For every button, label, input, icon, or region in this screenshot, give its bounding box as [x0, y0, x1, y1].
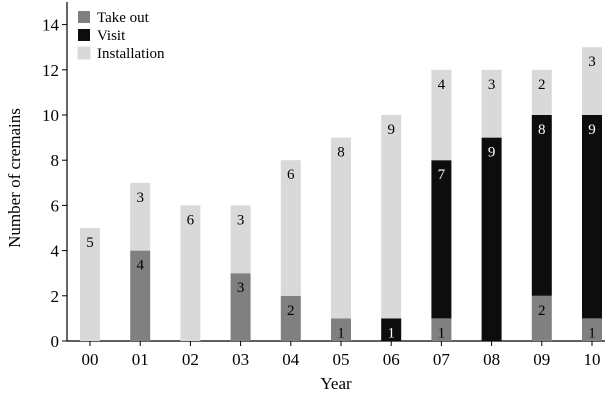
data-label: 3 [588, 54, 596, 70]
data-label: 5 [86, 235, 94, 251]
bar-segment-take-out [531, 295, 552, 341]
legend-label: Installation [97, 46, 165, 62]
bar-segment-installation [582, 47, 602, 116]
x-tick-label: 07 [433, 350, 451, 369]
legend-swatch [77, 46, 91, 60]
legend-label: Take out [97, 10, 150, 26]
bar-segment-take-out [431, 318, 452, 341]
x-tick-label: 05 [333, 350, 350, 369]
bar-segment-installation [80, 228, 100, 341]
data-label: 3 [237, 280, 245, 296]
data-label: 1 [337, 325, 345, 341]
bar-segment-installation [381, 115, 402, 319]
bar-segment-visit [431, 160, 452, 319]
data-label: 9 [488, 145, 496, 161]
bar-segment-installation [431, 69, 452, 161]
legend-swatch [78, 11, 90, 23]
bar-segment-visit [481, 137, 502, 341]
bar-segment-installation [531, 69, 552, 115]
y-tick-label: 8 [51, 151, 60, 170]
bar-segment-installation [230, 205, 251, 274]
x-tick-label: 10 [584, 350, 601, 369]
data-label: 1 [438, 325, 446, 341]
bar-segment-visit [531, 115, 552, 296]
data-label: 4 [438, 77, 446, 93]
data-label: 9 [588, 122, 596, 138]
x-tick-label: 08 [483, 350, 500, 369]
bar-segment-visit [381, 318, 402, 341]
bar-segment-take-out [331, 318, 351, 341]
x-tick-label: 09 [533, 350, 550, 369]
y-tick-label: 4 [51, 242, 60, 261]
y-tick-label: 6 [51, 196, 60, 215]
data-label: 3 [488, 77, 496, 93]
bar-segment-installation [280, 160, 301, 296]
y-tick-label: 12 [42, 61, 59, 80]
data-label: 8 [337, 145, 345, 161]
data-label: 3 [136, 190, 144, 206]
data-label: 1 [387, 325, 395, 341]
data-label: 6 [287, 167, 295, 183]
y-tick-label: 0 [51, 332, 60, 351]
data-label: 9 [387, 122, 395, 138]
x-tick-label: 01 [132, 350, 149, 369]
data-label: 3 [237, 212, 245, 228]
x-tick-label: 06 [383, 350, 400, 369]
x-tick-label: 03 [232, 350, 249, 369]
data-label: 8 [538, 122, 546, 138]
data-label: 2 [538, 303, 546, 319]
bar-segment-installation [180, 205, 201, 341]
data-label: 2 [287, 303, 295, 319]
data-label: 7 [438, 167, 446, 183]
legend-label: Visit [97, 28, 126, 44]
bar-segment-take-out [230, 273, 251, 341]
y-axis-label: Number of cremains [5, 108, 24, 248]
data-label: 4 [136, 258, 144, 274]
plot-area: 0246810121450043016023303260418051906174… [42, 2, 605, 369]
bar-segment-take-out [582, 318, 602, 341]
data-label: 2 [538, 77, 546, 93]
y-tick-label: 10 [42, 106, 59, 125]
data-label: 6 [187, 212, 195, 228]
bar-segment-installation [130, 182, 151, 251]
x-tick-label: 04 [282, 350, 300, 369]
bar-segment-visit [582, 115, 602, 319]
x-axis-label: Year [320, 374, 352, 393]
bar-segment-take-out [130, 250, 151, 341]
x-tick-label: 00 [82, 350, 99, 369]
y-tick-label: 14 [42, 16, 60, 35]
bar-segment-take-out [280, 295, 301, 341]
bar-segment-installation [331, 137, 351, 319]
bar-segment-installation [481, 69, 502, 138]
y-tick-label: 2 [51, 287, 60, 306]
legend-swatch [78, 29, 90, 41]
data-label: 1 [588, 325, 596, 341]
x-tick-label: 02 [182, 350, 199, 369]
